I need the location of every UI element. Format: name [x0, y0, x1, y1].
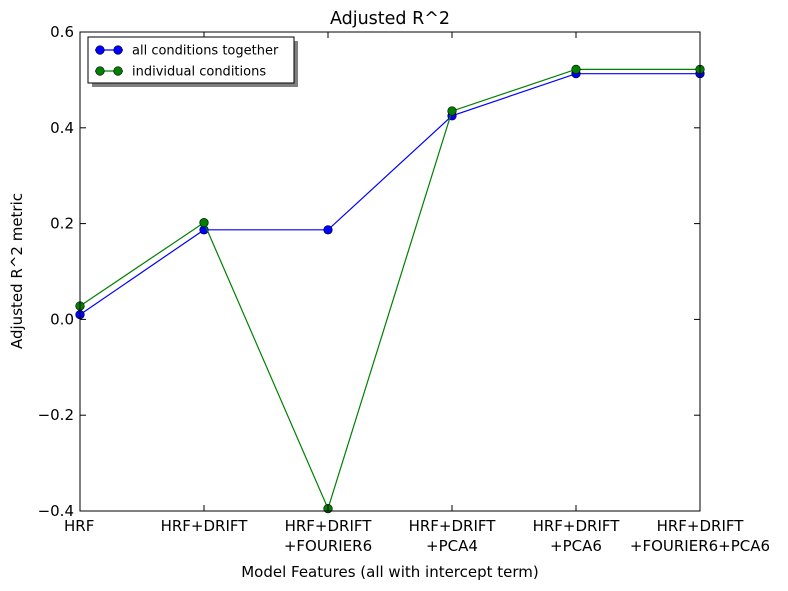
x-tick-label: HRF+DRIFT	[409, 517, 497, 535]
legend-label: individual conditions	[132, 65, 266, 80]
legend-marker	[113, 45, 123, 55]
legend-marker	[95, 66, 105, 76]
x-tick-label: HRF+DRIFT	[285, 517, 373, 535]
x-tick-label: HRF+DRIFT	[533, 517, 621, 535]
legend-box	[87, 36, 295, 84]
series-2-point	[199, 218, 209, 228]
x-tick-label: HRF+DRIFT	[161, 517, 249, 535]
y-tick-label: 0.6	[50, 23, 74, 41]
y-tick-label: −0.4	[38, 502, 74, 520]
x-tick-label: +FOURIER6	[284, 537, 372, 555]
series-line-2	[79, 68, 700, 511]
y-tick-label: 0.0	[50, 310, 74, 328]
chart-title: Adjusted R^2	[330, 9, 450, 29]
legend: all conditions together individual condit…	[87, 36, 298, 87]
y-tick-label: 0.4	[50, 119, 74, 137]
y-tick-label: 0.2	[50, 215, 74, 233]
series-1-point	[323, 225, 333, 235]
legend-marker	[113, 66, 123, 76]
legend-label: all conditions together	[132, 44, 279, 59]
y-tick-label: −0.2	[38, 406, 74, 424]
series-2-point	[571, 64, 581, 74]
series-line-1	[79, 73, 700, 316]
y-axis-label: Adjusted R^2 metric	[8, 193, 26, 349]
x-tick-label: HRF	[64, 517, 94, 535]
x-tick-label: +FOURIER6+PCA6	[630, 537, 770, 555]
series-2-point	[447, 106, 457, 116]
x-tick-label: +PCA4	[426, 537, 478, 555]
plot-frame	[79, 31, 701, 512]
legend-marker	[95, 45, 105, 55]
x-tick-label: +PCA6	[550, 537, 602, 555]
x-axis-label: Model Features (all with intercept term)	[241, 563, 539, 581]
x-tick-label: HRF+DRIFT	[657, 517, 745, 535]
